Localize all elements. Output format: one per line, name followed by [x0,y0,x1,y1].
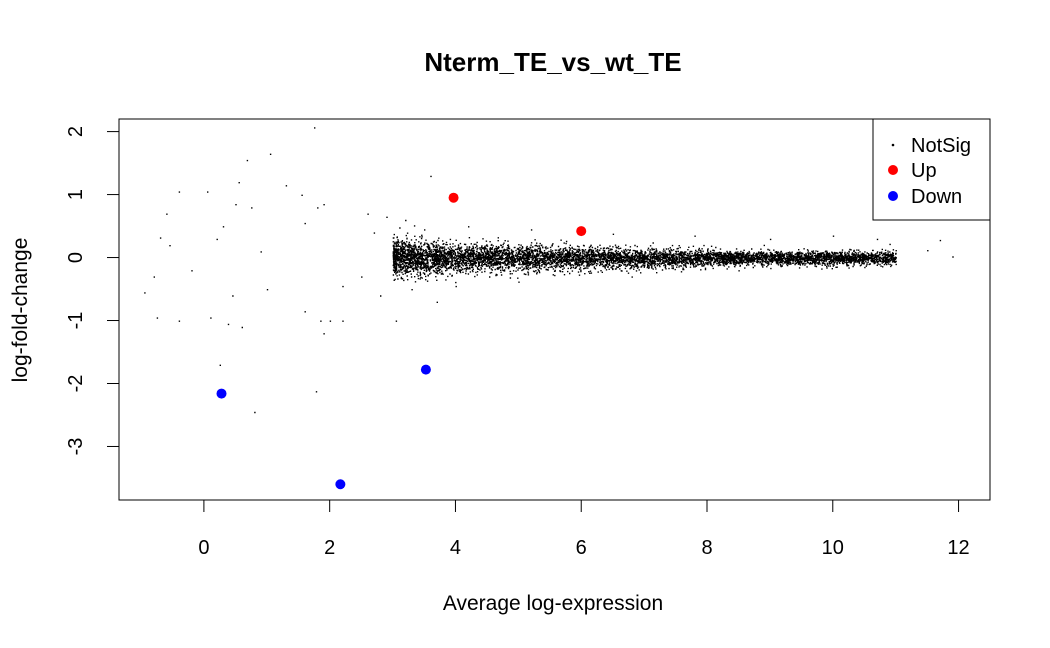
notsig-points [144,127,954,414]
x-axis-label: Average log-expression [443,592,663,615]
legend: NotSig Up Down [872,118,991,221]
x-tick-label: 10 [822,537,844,559]
legend-label-notsig: NotSig [911,135,971,157]
x-tick-label: 0 [198,537,209,559]
x-tick-label: 6 [576,537,587,559]
plot-frame [118,118,991,501]
points-layer [144,127,954,490]
point-down [335,479,346,490]
y-tick-label: -1 [65,312,87,330]
y-tick-label: -3 [65,438,87,456]
y-tick-label: -2 [65,375,87,393]
x-tick-label: 8 [701,537,712,559]
x-tick-label: 12 [947,537,969,559]
y-axis: 2 1 0 -1 -2 -3 [65,126,120,456]
x-tick-label: 4 [450,537,461,559]
x-axis: 0 2 4 6 8 10 12 [198,499,970,559]
legend-marker-down [888,191,898,201]
legend-label-up: Up [911,160,937,182]
y-axis-label: log-fold-change [9,238,32,383]
y-tick-label: 1 [65,189,87,200]
legend-marker-notsig [891,143,895,147]
x-tick-label: 2 [324,537,335,559]
legend-label-down: Down [911,186,962,208]
y-tick-label: 0 [65,252,87,263]
y-tick-label: 2 [65,126,87,137]
chart-title: Nterm_TE_vs_wt_TE [424,47,681,77]
point-up [576,226,587,237]
legend-marker-up [888,165,898,175]
point-up [448,192,459,203]
point-down [420,364,431,375]
point-down [216,388,227,399]
